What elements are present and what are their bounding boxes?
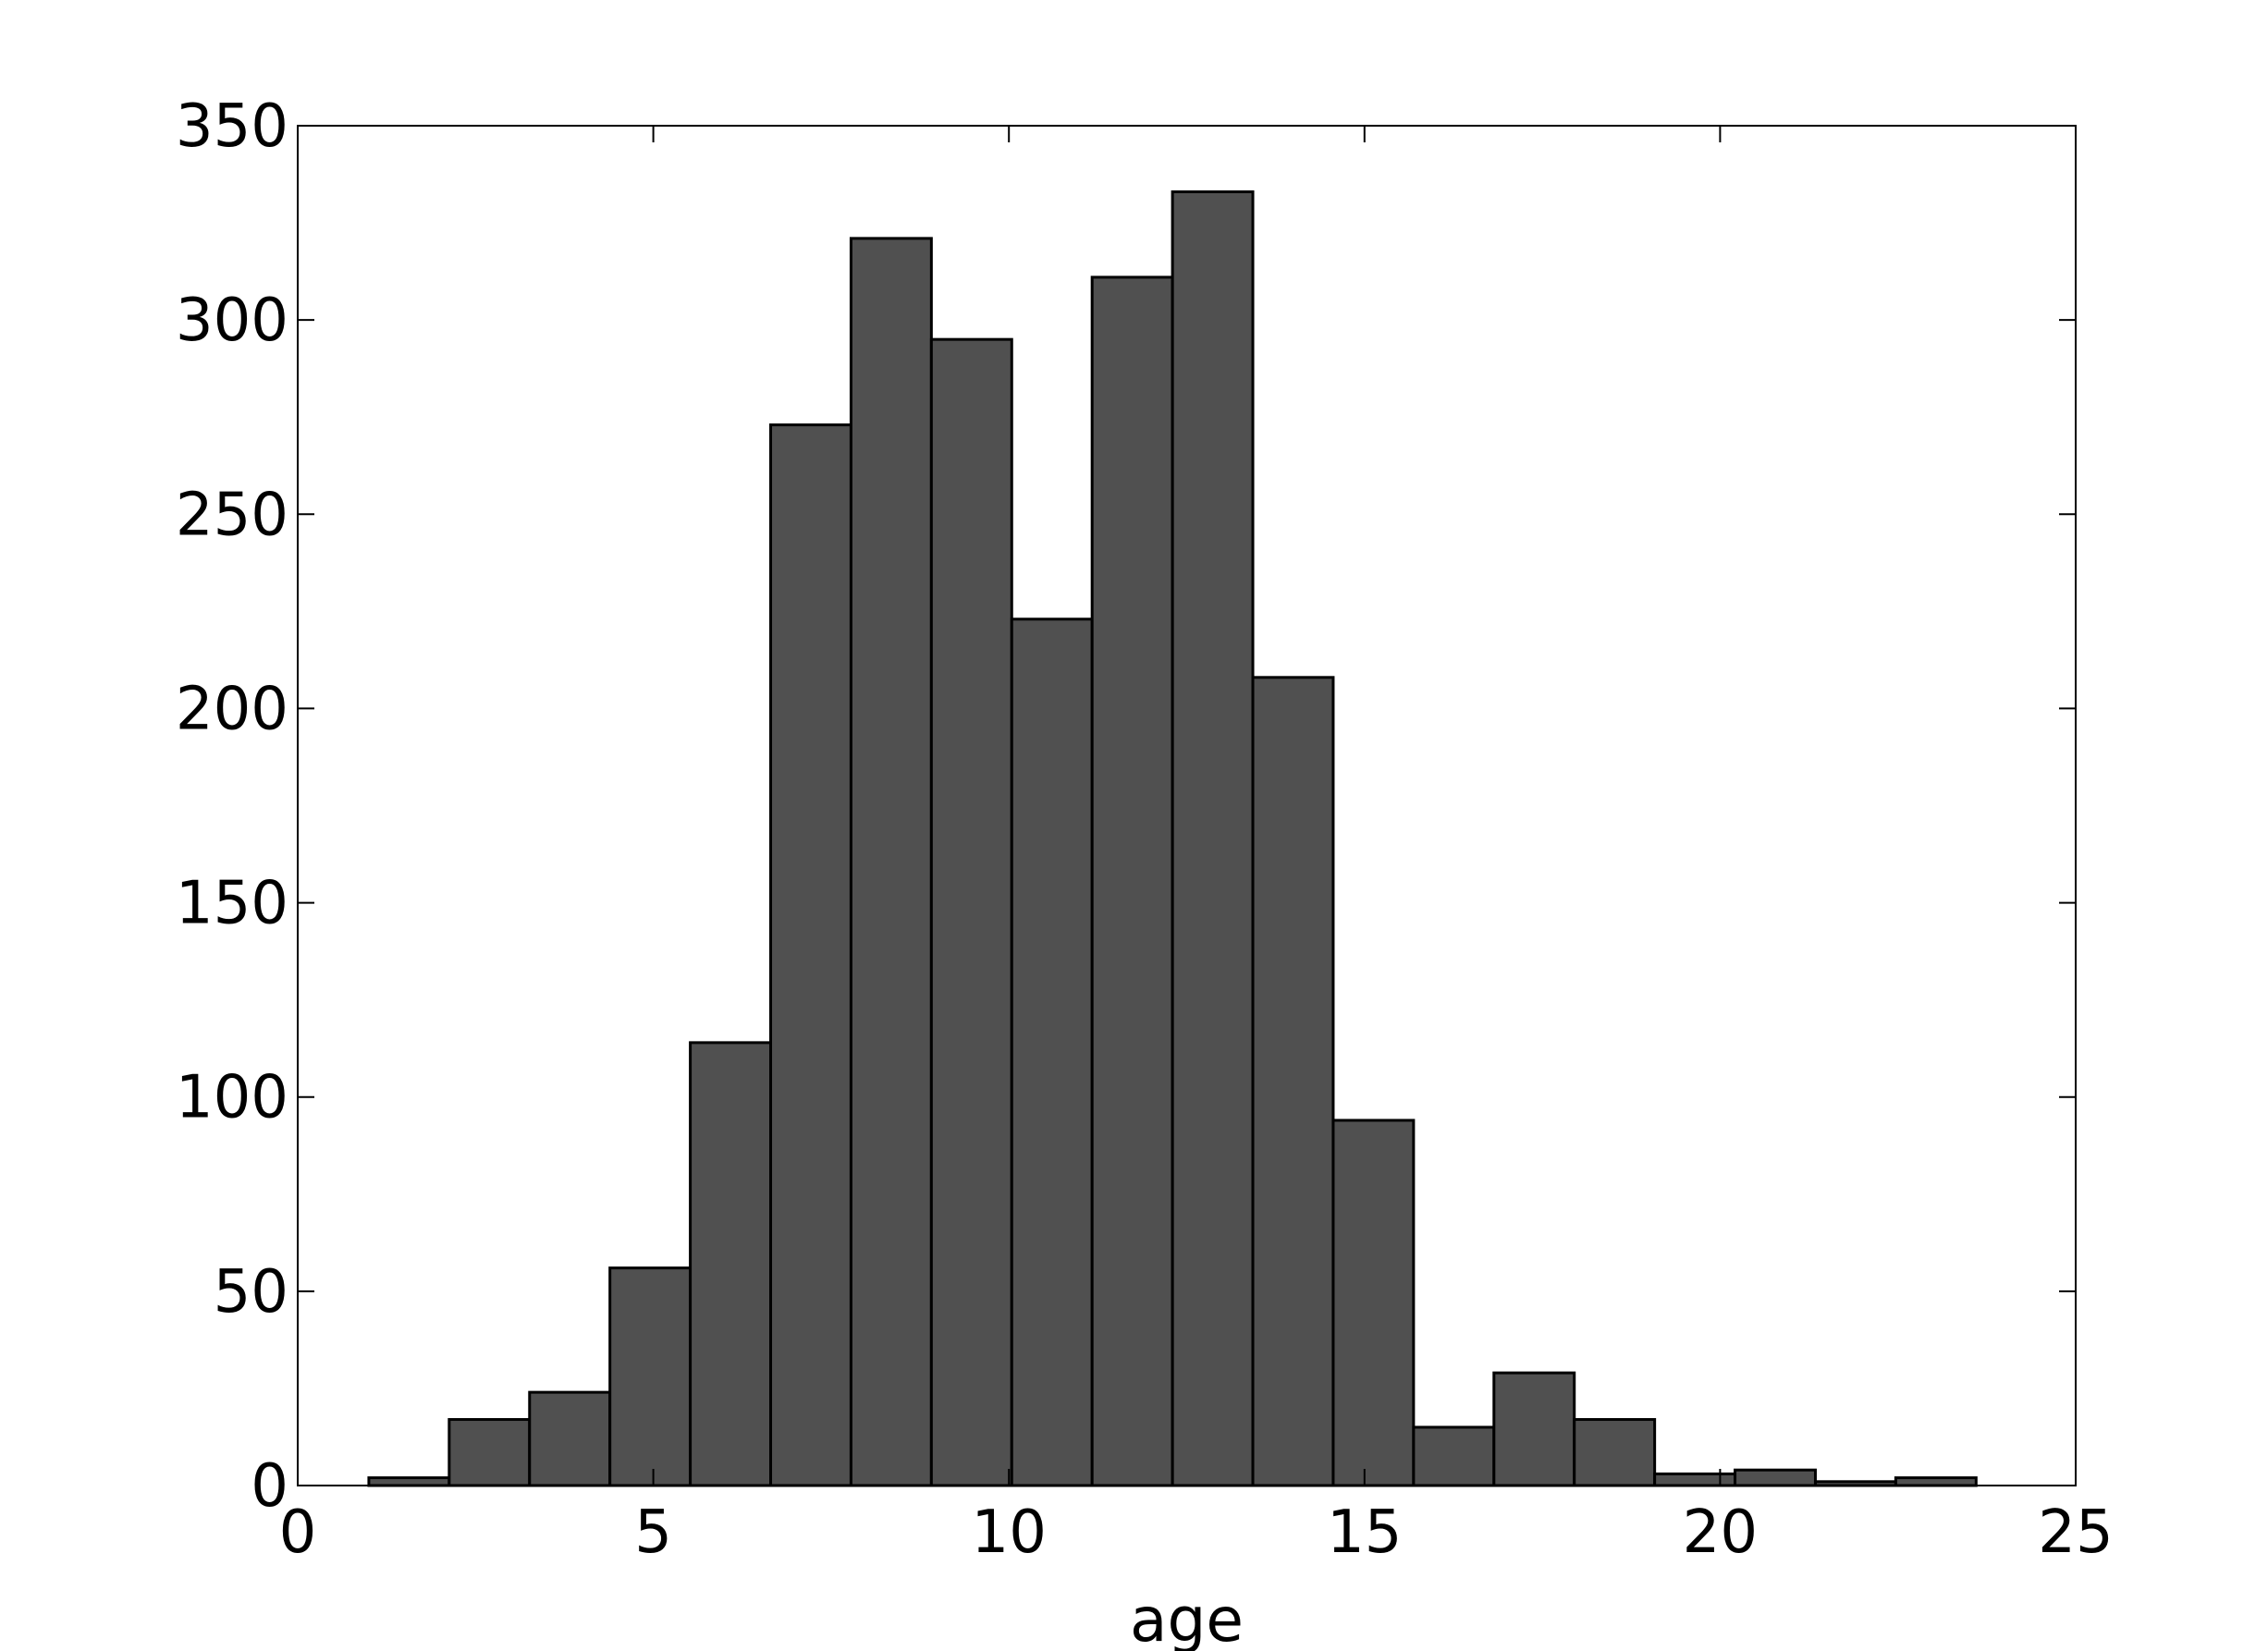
bars-group [367, 190, 1978, 1487]
histogram-bar [1090, 275, 1174, 1487]
y-tick-label: 50 [214, 1258, 288, 1327]
histogram-bar [1573, 1418, 1657, 1487]
histogram-bar [1010, 618, 1094, 1487]
y-tick-label: 150 [176, 870, 288, 938]
histogram-bar [1171, 190, 1255, 1487]
histogram-bar [367, 1476, 451, 1487]
x-tick-label: 15 [1327, 1498, 1402, 1567]
x-tick-label: 20 [1683, 1498, 1758, 1567]
y-tick-label: 0 [251, 1452, 288, 1521]
plot-frame [297, 125, 2077, 1486]
histogram-bar [1412, 1425, 1496, 1487]
x-tick-label: 10 [971, 1498, 1046, 1567]
histogram-bar [528, 1390, 612, 1487]
x-tick-label: 5 [634, 1498, 672, 1567]
histogram-bar [849, 237, 933, 1487]
histogram-bar [689, 1041, 773, 1487]
histogram-bar [929, 337, 1013, 1487]
x-axis-label: age [1130, 1584, 1244, 1651]
histogram-bar [1492, 1371, 1576, 1487]
x-tick-label: 25 [2038, 1498, 2113, 1567]
histogram-bar [769, 423, 852, 1487]
x-tick-labels: 0 5 10 15 20 25 [279, 1498, 2114, 1567]
histogram-bar [608, 1266, 693, 1487]
x-tick-label: 0 [279, 1498, 317, 1567]
y-tick-label: 100 [176, 1064, 288, 1132]
histogram-bar [1251, 676, 1335, 1487]
histogram-bar [1894, 1476, 1978, 1487]
y-tick-label: 300 [176, 287, 288, 355]
y-tick-label: 350 [176, 92, 288, 161]
y-tick-label: 250 [176, 481, 288, 549]
histogram-bar [1734, 1468, 1817, 1487]
y-tick-labels: 0 50 100 150 200 250 300 350 [176, 92, 288, 1521]
y-tick-label: 200 [176, 675, 288, 743]
histogram-bar [1653, 1472, 1737, 1487]
histogram-bar [1331, 1119, 1416, 1487]
histogram-bar [447, 1418, 532, 1487]
